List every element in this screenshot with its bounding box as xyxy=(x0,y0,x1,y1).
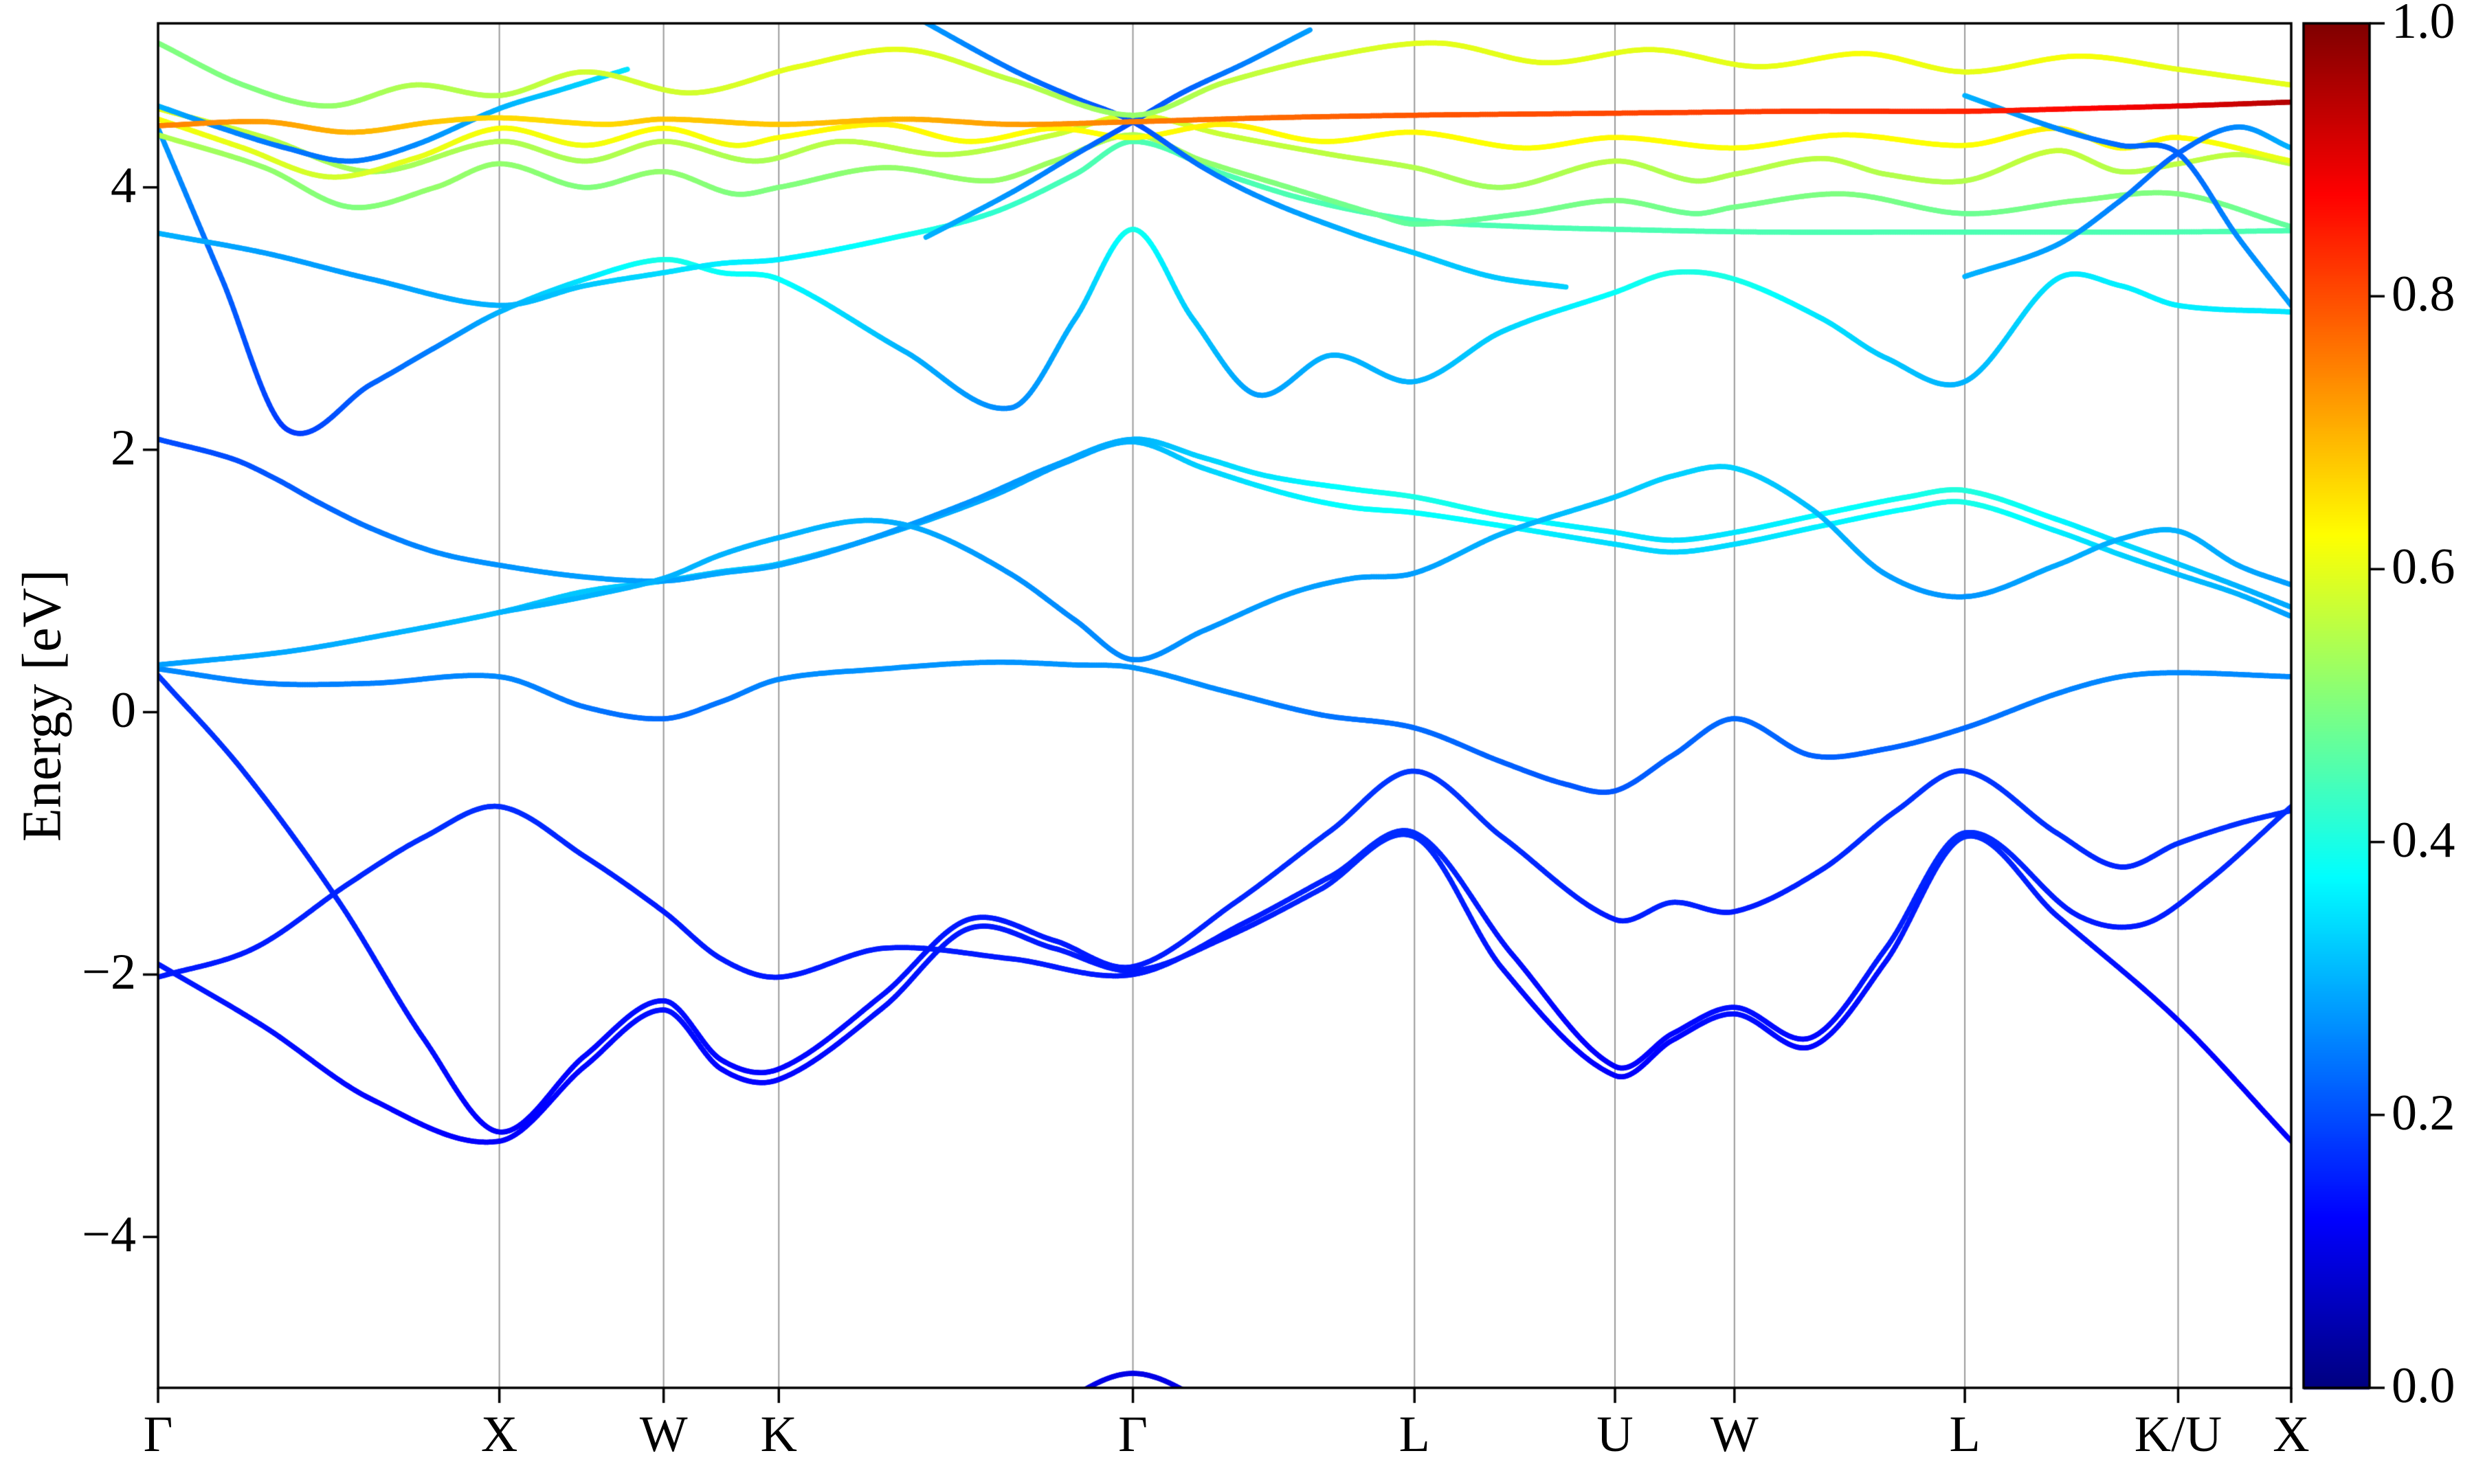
y-axis-title: Energy [eV] xyxy=(12,569,73,842)
